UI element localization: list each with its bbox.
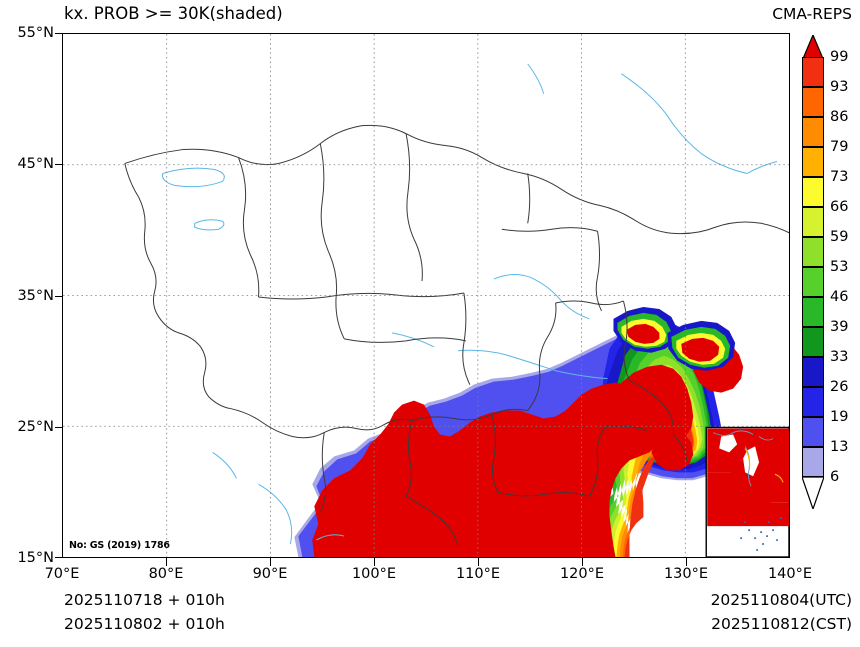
- colorbar-label-13: 13: [830, 439, 849, 455]
- colorbar-label-46: 46: [830, 289, 849, 305]
- footer-init-time-cst: 2025110802 + 010h: [64, 615, 225, 633]
- colorbar-band-73-79: [802, 147, 824, 177]
- x-tick-80: 80°E: [148, 566, 184, 582]
- colorbar-label-86: 86: [830, 109, 849, 125]
- x-tick-140: 140°E: [767, 566, 813, 582]
- probability-north-pockets: [613, 306, 736, 371]
- provincial-borders: [124, 124, 789, 547]
- x-tickmark-80: [166, 558, 168, 566]
- x-tickmark-130: [686, 558, 688, 566]
- colorbar-label-66: 66: [830, 199, 849, 215]
- colorbar-band-66-73: [802, 177, 824, 207]
- colorbar-label-39: 39: [830, 319, 849, 335]
- colorbar-label-59: 59: [830, 229, 849, 245]
- colorbar-label-99: 99: [830, 49, 849, 65]
- footer-valid-time-utc: 2025110804(UTC): [710, 591, 852, 609]
- colorbar-label-93: 93: [830, 79, 849, 95]
- y-tick-45: 45°N: [17, 156, 54, 172]
- y-tick-25: 25°N: [17, 419, 54, 435]
- map-canvas: No: GS (2019) 1786: [63, 34, 789, 557]
- x-tickmark-110: [478, 558, 480, 566]
- colorbar-label-53: 53: [830, 259, 849, 275]
- colorbar-band-26-33: [802, 357, 824, 387]
- pocket-shandong-core: [626, 323, 660, 344]
- inset-islands: [740, 517, 783, 552]
- colorbar-under-arrow: [802, 477, 824, 509]
- colorbar-band-59-66: [802, 207, 824, 237]
- colorbar-label-19: 19: [830, 409, 849, 425]
- map-credit: No: GS (2019) 1786: [69, 540, 170, 551]
- colorbar-band-86-93: [802, 87, 824, 117]
- y-tickmark-25: [55, 427, 63, 429]
- footer-init-time-utc: 2025110718 + 010h: [64, 591, 225, 609]
- colorbar: 99 93 86 79 73 66 59 53 46 39 33 26 19 1…: [802, 35, 848, 527]
- colorbar-band-19-26: [802, 387, 824, 417]
- colorbar-band-13-19: [802, 417, 824, 447]
- core-hainan-sea: [531, 504, 614, 557]
- x-tick-120: 120°E: [559, 566, 605, 582]
- x-tick-70: 70°E: [44, 566, 80, 582]
- colorbar-label-33: 33: [830, 349, 849, 365]
- colorbar-band-39-46: [802, 297, 824, 327]
- x-tickmark-90: [270, 558, 272, 566]
- map-gridlines: [63, 34, 789, 557]
- colorbar-label-26: 26: [830, 379, 849, 395]
- colorbar-label-79: 79: [830, 139, 849, 155]
- y-tickmark-45: [55, 164, 63, 166]
- x-tick-130: 130°E: [663, 566, 709, 582]
- page-title: kx. PROB >= 30K(shaded): [64, 4, 283, 23]
- y-tick-55: 55°N: [17, 25, 54, 41]
- x-tick-90: 90°E: [252, 566, 288, 582]
- colorbar-band-93-99: [802, 57, 824, 87]
- model-label: CMA-REPS: [772, 5, 852, 23]
- y-tick-15: 15°N: [17, 550, 54, 566]
- hydrography: [161, 63, 778, 545]
- y-tickmark-35: [55, 296, 63, 298]
- x-tick-100: 100°E: [351, 566, 397, 582]
- south-china-sea-inset: [705, 426, 789, 557]
- pocket-korea-core: [681, 337, 720, 362]
- colorbar-label-73: 73: [830, 169, 849, 185]
- y-tickmark-55: [55, 33, 63, 35]
- x-tick-110: 110°E: [455, 566, 501, 582]
- map-svg: [63, 34, 789, 557]
- x-tickmark-100: [374, 558, 376, 566]
- inset-shading-lower: [707, 472, 789, 527]
- colorbar-band-79-86: [802, 117, 824, 147]
- y-tick-35: 35°N: [17, 288, 54, 304]
- colorbar-band-46-53: [802, 267, 824, 297]
- core-taiwan-strait: [651, 428, 694, 471]
- map-plot-area: No: GS (2019) 1786: [62, 33, 790, 558]
- colorbar-over-arrow: [802, 35, 824, 61]
- x-tickmark-120: [582, 558, 584, 566]
- colorbar-band-6-13: [802, 447, 824, 477]
- colorbar-band-33-39: [802, 327, 824, 357]
- colorbar-label-6: 6: [830, 469, 840, 485]
- y-tickmark-15: [55, 557, 63, 559]
- colorbar-band-53-59: [802, 237, 824, 267]
- footer-valid-time-cst: 2025110812(CST): [711, 615, 852, 633]
